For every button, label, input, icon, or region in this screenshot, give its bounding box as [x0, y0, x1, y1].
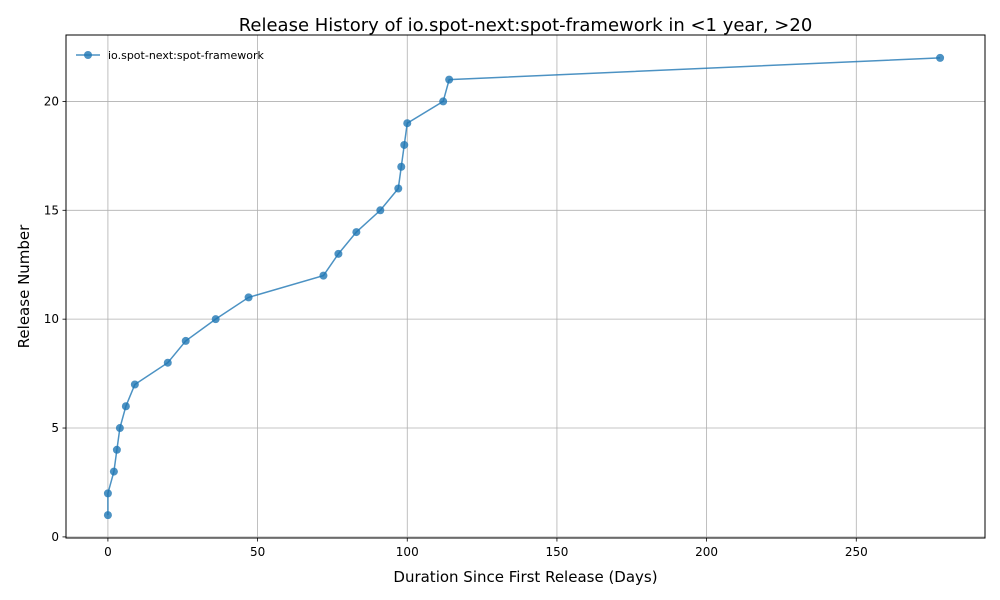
y-tick-label: 0 [51, 530, 59, 544]
data-point [397, 162, 406, 171]
legend: io.spot-next:spot-framework [76, 49, 264, 62]
x-tick-label: 250 [845, 545, 868, 559]
x-tick-label: 200 [695, 545, 718, 559]
data-point [394, 184, 403, 193]
y-tick-label: 5 [51, 421, 59, 435]
y-tick-label: 15 [44, 203, 59, 217]
data-point [403, 119, 412, 128]
x-tick-label: 50 [250, 545, 265, 559]
y-tick-label: 10 [44, 312, 59, 326]
data-point [103, 511, 112, 520]
series-line [107, 57, 941, 516]
data-point [163, 358, 172, 367]
data-point [115, 424, 124, 433]
data-point [352, 228, 361, 237]
data-point [130, 380, 139, 389]
x-axis-label: Duration Since First Release (Days) [393, 568, 657, 586]
series-layer [103, 53, 945, 520]
data-point [109, 467, 118, 476]
x-tick-label: 0 [104, 545, 112, 559]
y-tick-label: 20 [44, 94, 59, 108]
data-point [121, 402, 130, 411]
data-point [112, 445, 121, 454]
axis-ticks: 0 50 100 150 200 250 0 5 10 15 20 [44, 94, 868, 559]
legend-label: io.spot-next:spot-framework [108, 49, 264, 62]
legend-marker [84, 51, 92, 59]
data-point [936, 53, 945, 62]
chart-title: Release History of io.spot-next:spot-fra… [239, 15, 813, 36]
data-point [181, 336, 190, 345]
x-tick-label: 100 [396, 545, 419, 559]
data-point [319, 271, 328, 280]
data-point [445, 75, 454, 84]
data-point [211, 315, 220, 324]
data-point [376, 206, 385, 215]
data-point [400, 140, 409, 149]
x-tick-label: 150 [545, 545, 568, 559]
grid-lines [66, 35, 985, 538]
data-point [103, 489, 112, 498]
plot-frame [65, 34, 986, 539]
data-point [439, 97, 448, 106]
data-point [244, 293, 253, 302]
data-point [334, 249, 343, 258]
y-axis-label: Release Number [15, 224, 33, 348]
